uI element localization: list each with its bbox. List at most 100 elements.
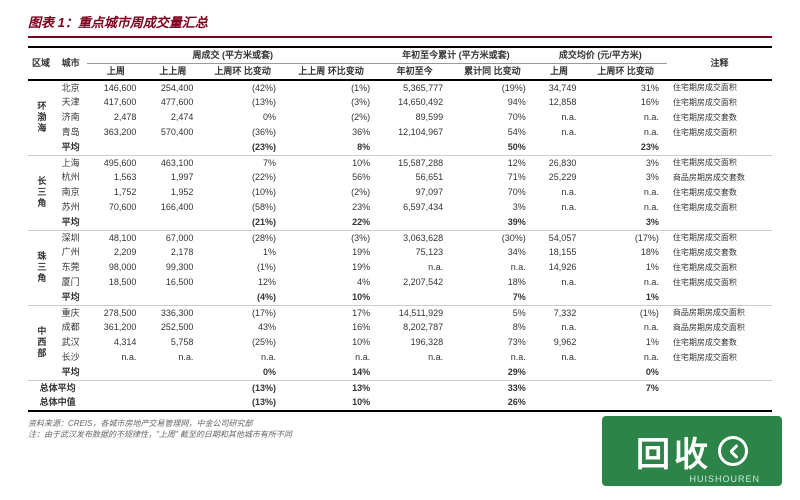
cell-pwow: 19% bbox=[284, 245, 378, 260]
cell-pl: n.a. bbox=[534, 185, 585, 200]
cell-pwc: 31% bbox=[584, 80, 667, 96]
table-row: 南京1,7521,952(10%)(2%)97,09770%n.a.n.a.住宅… bbox=[28, 185, 772, 200]
table-row: 苏州70,600166,400(58%)23%6,597,4343%n.a.n.… bbox=[28, 200, 772, 215]
cell-yoy: (30%) bbox=[451, 230, 534, 245]
hdr-price: 成交均价 (元/平方米) bbox=[534, 47, 667, 63]
main-table: 区域 城市 周成交 (平方米或套) 年初至今累计 (平方米或套) 成交均价 (元… bbox=[28, 46, 772, 412]
cell-pl bbox=[534, 140, 585, 155]
cell-note: 住宅期房成交面积 bbox=[667, 95, 772, 110]
cell-pw: 463,100 bbox=[144, 155, 201, 170]
chart-title-row: 图表 1：重点城市周成交量汇总 bbox=[28, 12, 772, 38]
total-label: 总体平均 bbox=[28, 380, 87, 395]
cell-note: 住宅期房成交面积 bbox=[667, 125, 772, 140]
table-row: 珠三角深圳48,10067,000(28%)(3%)3,063,628(30%)… bbox=[28, 230, 772, 245]
watermark-text: 回收 bbox=[636, 427, 712, 476]
cell-ytd bbox=[378, 215, 451, 230]
cell-lw: 4,314 bbox=[87, 335, 144, 350]
cell-yoy: 70% bbox=[451, 110, 534, 125]
cell-pw: 477,600 bbox=[144, 95, 201, 110]
table-row: 长沙n.a.n.a.n.a.n.a.n.a.n.a.n.a.n.a.住宅期房成交… bbox=[28, 350, 772, 365]
cell-wow: (4%) bbox=[201, 290, 284, 305]
cell-pl: 14,926 bbox=[534, 260, 585, 275]
cell-pwc: 3% bbox=[584, 155, 667, 170]
avg-row: 平均(21%)22%39%3% bbox=[28, 215, 772, 230]
cell-pwow: (2%) bbox=[284, 185, 378, 200]
cell-yoy: 73% bbox=[451, 335, 534, 350]
cell-pw: n.a. bbox=[144, 350, 201, 365]
cell-pw: 254,400 bbox=[144, 80, 201, 96]
cell-wow: (10%) bbox=[201, 185, 284, 200]
avg-row: 平均(4%)10%7%1% bbox=[28, 290, 772, 305]
cell-city: 平均 bbox=[54, 290, 87, 305]
cell-wow: 1% bbox=[201, 245, 284, 260]
total-label: 总体中值 bbox=[28, 395, 87, 411]
cell-pl bbox=[534, 215, 585, 230]
table-row: 杭州1,5631,997(22%)56%56,65171%25,2293%商品房… bbox=[28, 170, 772, 185]
cell-city: 济南 bbox=[54, 110, 87, 125]
cell-pw bbox=[144, 365, 201, 380]
cell-lw: 18,500 bbox=[87, 275, 144, 290]
hdr-ytd: 年初至今累计 (平方米或套) bbox=[378, 47, 534, 63]
cell-yoy: 12% bbox=[451, 155, 534, 170]
cell-pw: 67,000 bbox=[144, 230, 201, 245]
cell-yoy: (19%) bbox=[451, 80, 534, 96]
cell-wow: n.a. bbox=[201, 350, 284, 365]
cell-pwow: 23% bbox=[284, 200, 378, 215]
cell-lw bbox=[87, 140, 144, 155]
cell-pwow: 19% bbox=[284, 260, 378, 275]
cell-pwow: n.a. bbox=[284, 350, 378, 365]
cell-city: 平均 bbox=[54, 140, 87, 155]
cell-city: 青岛 bbox=[54, 125, 87, 140]
region-cell: 中西部 bbox=[28, 305, 54, 380]
cell-pl: n.a. bbox=[534, 110, 585, 125]
cell-ytd: 56,651 bbox=[378, 170, 451, 185]
cell-wow: (17%) bbox=[201, 305, 284, 320]
cell-note: 住宅期房成交面积 bbox=[667, 230, 772, 245]
cell-pw: 1,997 bbox=[144, 170, 201, 185]
hdr-note: 注释 bbox=[667, 47, 772, 80]
table-row: 环渤海北京146,600254,400(42%)(1%)5,365,777(19… bbox=[28, 80, 772, 96]
cell-pwow: 10% bbox=[284, 335, 378, 350]
total-row: 总体平均(13%)13%33%7% bbox=[28, 380, 772, 395]
cell-wow: 0% bbox=[201, 365, 284, 380]
cell-pl: 25,229 bbox=[534, 170, 585, 185]
cell-city: 平均 bbox=[54, 215, 87, 230]
cell-note: 商品房期房成交面积 bbox=[667, 320, 772, 335]
hdr-price-last: 上周 bbox=[534, 63, 585, 79]
cell-city: 天津 bbox=[54, 95, 87, 110]
cell-city: 杭州 bbox=[54, 170, 87, 185]
cell-wow: (13%) bbox=[201, 95, 284, 110]
cell-lw: 2,209 bbox=[87, 245, 144, 260]
cell-pwow: 22% bbox=[284, 215, 378, 230]
cell-pw: 252,500 bbox=[144, 320, 201, 335]
cell-city: 上海 bbox=[54, 155, 87, 170]
cell-yoy: 70% bbox=[451, 185, 534, 200]
cell-pwc bbox=[584, 395, 667, 411]
cell-ytd bbox=[378, 140, 451, 155]
cell-pwc: n.a. bbox=[584, 125, 667, 140]
table-row: 青岛363,200570,400(36%)36%12,104,96754%n.a… bbox=[28, 125, 772, 140]
cell-lw bbox=[87, 380, 144, 395]
hdr-prev-week: 上上周 bbox=[144, 63, 201, 79]
cell-ytd bbox=[378, 365, 451, 380]
cell-pwc: (1%) bbox=[584, 305, 667, 320]
cell-lw: 417,600 bbox=[87, 95, 144, 110]
cell-pw: 5,758 bbox=[144, 335, 201, 350]
cell-yoy: 54% bbox=[451, 125, 534, 140]
cell-pwc: 16% bbox=[584, 95, 667, 110]
cell-yoy: 5% bbox=[451, 305, 534, 320]
cell-lw: 48,100 bbox=[87, 230, 144, 245]
cell-pwc: n.a. bbox=[584, 350, 667, 365]
cell-yoy: 71% bbox=[451, 170, 534, 185]
cell-lw: 1,563 bbox=[87, 170, 144, 185]
cell-pwc: 1% bbox=[584, 335, 667, 350]
cell-pwow: 10% bbox=[284, 155, 378, 170]
table-row: 济南2,4782,4740%(2%)89,59970%n.a.n.a.住宅期房成… bbox=[28, 110, 772, 125]
hdr-last-week: 上周 bbox=[87, 63, 144, 79]
table-row: 中西部重庆278,500336,300(17%)17%14,511,9295%7… bbox=[28, 305, 772, 320]
cell-yoy: n.a. bbox=[451, 260, 534, 275]
cell-pwc: 7% bbox=[584, 380, 667, 395]
hdr-ytd-val: 年初至今 bbox=[378, 63, 451, 79]
cell-pw bbox=[144, 380, 201, 395]
cell-wow: (22%) bbox=[201, 170, 284, 185]
